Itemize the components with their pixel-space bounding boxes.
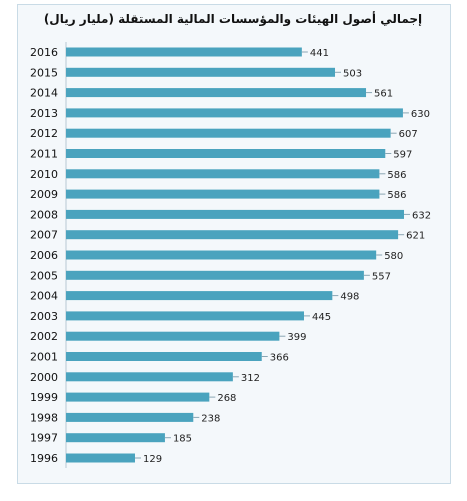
value-label-2006: 580 [384,251,403,262]
year-label-2016: 2016 [30,46,58,59]
value-label-2008: 632 [412,210,431,221]
bar-1999 [66,392,210,402]
bar-2012 [66,128,391,138]
chart-frame [17,4,451,484]
year-label-2001: 2001 [30,351,58,364]
bar-2003 [66,311,304,321]
year-label-2010: 2010 [30,168,58,181]
year-label-1999: 1999 [30,391,58,404]
value-label-2013: 630 [411,109,430,120]
bar-2010 [66,169,380,179]
value-label-2004: 498 [340,292,359,303]
value-label-2007: 621 [406,231,425,242]
bar-2016 [66,47,302,57]
value-label-2002: 399 [287,332,306,343]
year-label-1997: 1997 [30,432,58,445]
value-label-2011: 597 [393,150,412,161]
year-label-2009: 2009 [30,188,58,201]
year-label-2000: 2000 [30,371,58,384]
bar-2011 [66,149,386,158]
value-label-2010: 586 [387,170,406,181]
year-label-2011: 2011 [30,148,58,161]
year-label-2007: 2007 [30,229,58,242]
value-label-2003: 445 [312,312,331,323]
value-label-1997: 185 [173,434,192,445]
value-label-2000: 312 [241,373,260,384]
value-label-1999: 268 [217,393,236,404]
year-label-2013: 2013 [30,107,58,120]
bar-2004 [66,291,333,301]
year-label-1996: 1996 [30,452,58,465]
bar-1997 [66,433,165,443]
year-label-1998: 1998 [30,411,58,424]
chart-title: إجمالي أصول الهيئات والمؤسسات المالية ال… [43,12,423,26]
year-label-2003: 2003 [30,310,58,323]
value-label-2012: 607 [399,129,418,140]
year-label-2004: 2004 [30,290,58,303]
bar-2015 [66,67,336,77]
bar-2009 [66,189,380,199]
year-label-2012: 2012 [30,127,58,140]
bar-2008 [66,209,404,219]
value-label-2005: 557 [372,271,391,282]
value-label-2009: 586 [387,190,406,201]
bar-1996 [66,453,135,463]
bar-2001 [66,352,262,361]
value-label-2014: 561 [374,89,393,100]
value-label-1996: 129 [143,454,162,465]
value-label-1998: 238 [201,413,220,424]
year-label-2006: 2006 [30,249,58,262]
value-label-2001: 366 [270,353,289,364]
bar-2006 [66,250,377,260]
year-label-2002: 2002 [30,330,58,343]
bar-2013 [66,108,403,118]
year-label-2015: 2015 [30,66,58,79]
bar-2014 [66,88,367,98]
bar-2007 [66,230,399,240]
bar-1998 [66,412,194,422]
value-label-2016: 441 [310,48,329,59]
year-label-2005: 2005 [30,269,58,282]
bar-2002 [66,331,280,341]
bar-2000 [66,372,233,382]
year-label-2014: 2014 [30,87,58,100]
value-label-2015: 503 [343,68,362,79]
bar-2005 [66,270,364,280]
year-label-2008: 2008 [30,208,58,221]
